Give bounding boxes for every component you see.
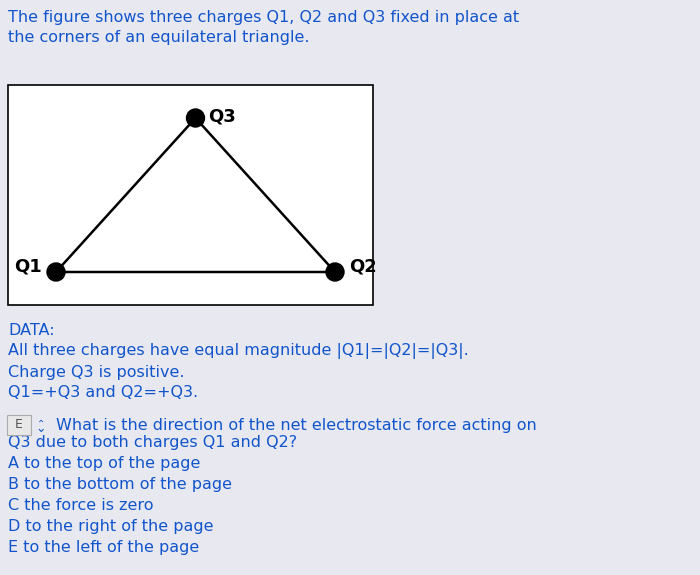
Text: E to the left of the page: E to the left of the page [8,540,199,555]
Text: ⌄: ⌄ [36,423,46,435]
Text: B to the bottom of the page: B to the bottom of the page [8,477,232,492]
Text: ⌃: ⌃ [37,419,45,429]
Text: Q2: Q2 [349,257,377,275]
Circle shape [47,263,65,281]
Text: What is the direction of the net electrostatic force acting on: What is the direction of the net electro… [56,418,537,433]
Text: Q3: Q3 [209,107,237,125]
Circle shape [186,109,204,127]
Text: D to the right of the page: D to the right of the page [8,519,213,534]
Text: A to the top of the page: A to the top of the page [8,456,200,471]
Text: Q1: Q1 [14,257,42,275]
Text: E: E [15,419,23,431]
Text: C the force is zero: C the force is zero [8,498,153,513]
FancyBboxPatch shape [7,415,31,435]
Text: The figure shows three charges Q1, Q2 and Q3 fixed in place at
the corners of an: The figure shows three charges Q1, Q2 an… [8,10,519,45]
Text: DATA:
All three charges have equal magnitude |Q1|=|Q2|=|Q3|.
Charge Q3 is positi: DATA: All three charges have equal magni… [8,323,469,400]
Circle shape [326,263,344,281]
FancyBboxPatch shape [8,85,373,305]
Text: Q3 due to both charges Q1 and Q2?: Q3 due to both charges Q1 and Q2? [8,435,297,450]
